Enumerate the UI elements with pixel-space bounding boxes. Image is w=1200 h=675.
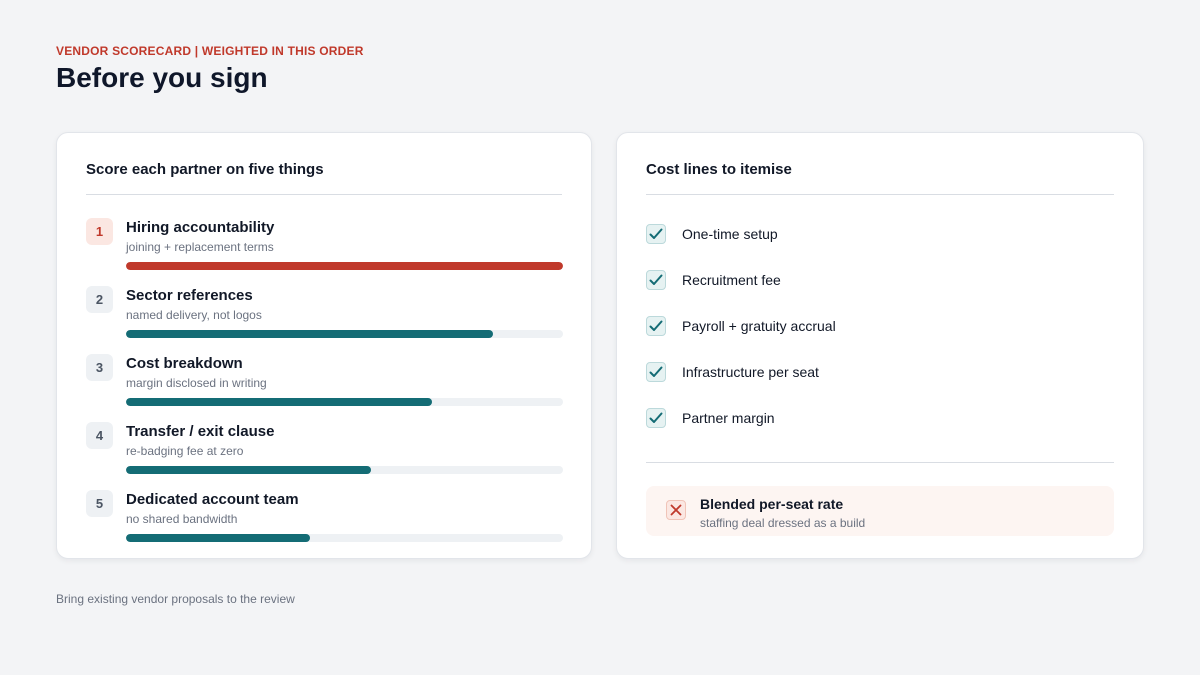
- criterion-rank-badge: 5: [86, 490, 113, 517]
- cost-line-item: Payroll + gratuity accrual: [646, 316, 1116, 362]
- criterion-rank-badge: 1: [86, 218, 113, 245]
- cost-lines-title: Cost lines to itemise: [646, 161, 792, 178]
- criterion-name: Transfer / exit clause: [126, 423, 275, 440]
- criterion-name: Dedicated account team: [126, 491, 299, 508]
- check-icon: [646, 224, 666, 244]
- criterion-note: joining + replacement terms: [126, 240, 274, 254]
- criterion-weight-bar: [126, 534, 563, 542]
- criterion-weight-fill: [126, 330, 494, 338]
- criterion-weight-bar: [126, 398, 563, 406]
- check-icon: [646, 270, 666, 290]
- scorecard-card: Score each partner on five things 1 Hiri…: [56, 132, 592, 559]
- criterion-weight-fill: [126, 262, 563, 270]
- criterion-item: 1 Hiring accountability joining + replac…: [86, 218, 563, 286]
- warning-title: Blended per-seat rate: [700, 496, 844, 512]
- cost-lines-card: Cost lines to itemise One-time setup Rec…: [616, 132, 1144, 559]
- criterion-item: 3 Cost breakdown margin disclosed in wri…: [86, 354, 563, 422]
- cost-lines-divider: [646, 194, 1114, 195]
- check-icon: [646, 408, 666, 428]
- criterion-name: Sector references: [126, 287, 253, 304]
- criteria-list: 1 Hiring accountability joining + replac…: [86, 218, 563, 558]
- cost-line-item: One-time setup: [646, 224, 1116, 270]
- scorecard-title: Score each partner on five things: [86, 161, 324, 178]
- criterion-item: 4 Transfer / exit clause re-badging fee …: [86, 422, 563, 490]
- criterion-note: no shared bandwidth: [126, 512, 238, 526]
- criterion-name: Hiring accountability: [126, 219, 275, 236]
- criterion-note: named delivery, not logos: [126, 308, 262, 322]
- cost-line-label: Recruitment fee: [682, 272, 781, 288]
- criterion-name: Cost breakdown: [126, 355, 243, 372]
- cost-lines-list: One-time setup Recruitment fee Payroll +…: [646, 224, 1116, 454]
- criterion-rank-badge: 4: [86, 422, 113, 449]
- criterion-weight-bar: [126, 330, 563, 338]
- criterion-weight-bar: [126, 466, 563, 474]
- warning-note: staffing deal dressed as a build: [700, 516, 866, 530]
- criterion-rank-badge: 3: [86, 354, 113, 381]
- cost-line-item: Infrastructure per seat: [646, 362, 1116, 408]
- criterion-weight-fill: [126, 398, 432, 406]
- footer-note: Bring existing vendor proposals to the r…: [56, 592, 295, 606]
- page-title: Before you sign: [56, 62, 268, 93]
- cross-icon: [666, 500, 686, 520]
- check-icon: [646, 316, 666, 336]
- cost-line-label: Payroll + gratuity accrual: [682, 318, 836, 334]
- cost-line-item: Recruitment fee: [646, 270, 1116, 316]
- criterion-weight-bar: [126, 262, 563, 270]
- eyebrow-label: VENDOR SCORECARD | WEIGHTED IN THIS ORDE…: [56, 44, 364, 58]
- cost-line-label: One-time setup: [682, 226, 778, 242]
- cost-line-item: Partner margin: [646, 408, 1116, 454]
- warning-callout: Blended per-seat rate staffing deal dres…: [646, 486, 1114, 536]
- cost-lines-divider-bottom: [646, 462, 1114, 463]
- criterion-rank-badge: 2: [86, 286, 113, 313]
- criterion-weight-fill: [126, 534, 310, 542]
- check-icon: [646, 362, 666, 382]
- criterion-note: re-badging fee at zero: [126, 444, 244, 458]
- cost-line-label: Infrastructure per seat: [682, 364, 819, 380]
- criterion-note: margin disclosed in writing: [126, 376, 267, 390]
- scorecard-divider: [86, 194, 562, 195]
- criterion-item: 5 Dedicated account team no shared bandw…: [86, 490, 563, 558]
- criterion-item: 2 Sector references named delivery, not …: [86, 286, 563, 354]
- cost-line-label: Partner margin: [682, 410, 775, 426]
- criterion-weight-fill: [126, 466, 371, 474]
